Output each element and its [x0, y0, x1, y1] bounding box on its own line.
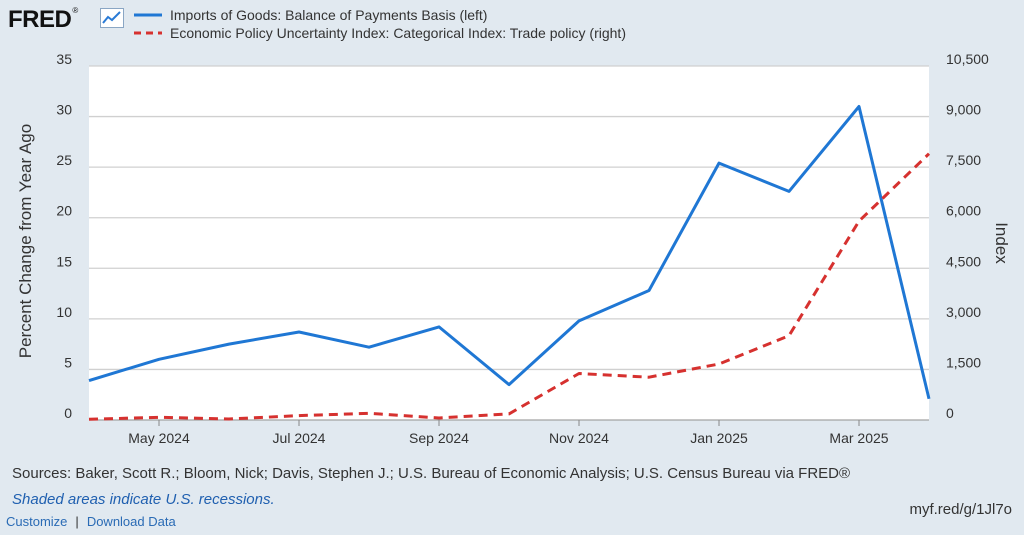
left-tick-label: 15 [56, 253, 72, 269]
series-line-imports-of-goods [88, 105, 931, 400]
right-tick-label: 0 [946, 405, 954, 421]
customize-link[interactable]: Customize [6, 514, 68, 529]
legend: Imports of Goods: Balance of Payments Ba… [134, 6, 626, 42]
right-tick-label: 3,000 [946, 304, 981, 320]
download-data-link[interactable]: Download Data [86, 514, 176, 529]
x-tick-label: Mar 2025 [829, 430, 888, 446]
short-url: myf.red/g/1Jl7o [909, 501, 1012, 518]
x-tick-label: Sep 2024 [409, 430, 469, 446]
left-tick-label: 30 [56, 102, 72, 118]
x-tick-label: Jan 2025 [690, 430, 748, 446]
series-line-trade-policy-epu [88, 152, 931, 421]
left-tick-label: 10 [56, 304, 72, 320]
right-y-axis: 0 1,500 3,000 4,500 6,000 7,500 9,000 10,500 [946, 51, 989, 421]
legend-item-imports: Imports of Goods: Balance of Payments Ba… [134, 6, 626, 24]
right-tick-label: 4,500 [946, 253, 981, 269]
recession-note: Shaded areas indicate U.S. recessions. [12, 491, 275, 508]
right-tick-label: 9,000 [946, 102, 981, 118]
left-tick-label: 0 [64, 405, 72, 421]
plot-area [89, 66, 929, 420]
left-tick-label: 35 [56, 51, 72, 67]
left-y-axis: 0 5 10 15 20 25 30 35 [56, 51, 72, 421]
sources-text: Sources: Baker, Scott R.; Bloom, Nick; D… [12, 465, 851, 482]
x-axis: May 2024 Jul 2024 Sep 2024 Nov 2024 Jan 2025… [89, 419, 929, 446]
left-tick-label: 20 [56, 203, 72, 219]
x-tick-label: May 2024 [128, 430, 190, 446]
legend-item-epu: Economic Policy Uncertainty Index: Categ… [134, 24, 626, 42]
right-tick-label: 6,000 [946, 203, 981, 219]
fred-graph-icon [100, 8, 124, 28]
left-tick-label: 5 [64, 354, 72, 370]
left-axis-label: Percent Change from Year Ago [16, 124, 35, 358]
right-axis-label: Index [992, 222, 1011, 264]
link-separator: | [75, 514, 79, 529]
right-tick-label: 1,500 [946, 354, 981, 370]
right-tick-label: 10,500 [946, 51, 989, 67]
series-lines [88, 105, 931, 421]
legend-label: Economic Policy Uncertainty Index: Categ… [170, 25, 626, 41]
gridlines [89, 65, 929, 421]
right-tick-label: 7,500 [946, 152, 981, 168]
bottom-links: Customize | Download Data [6, 514, 176, 529]
left-tick-label: 25 [56, 152, 72, 168]
fred-logo: FRED® [8, 6, 78, 33]
x-tick-label: Jul 2024 [273, 430, 326, 446]
x-tick-label: Nov 2024 [549, 430, 609, 446]
legend-swatch-dashed [134, 31, 162, 35]
legend-label: Imports of Goods: Balance of Payments Ba… [170, 7, 488, 23]
legend-swatch-solid [134, 13, 162, 17]
